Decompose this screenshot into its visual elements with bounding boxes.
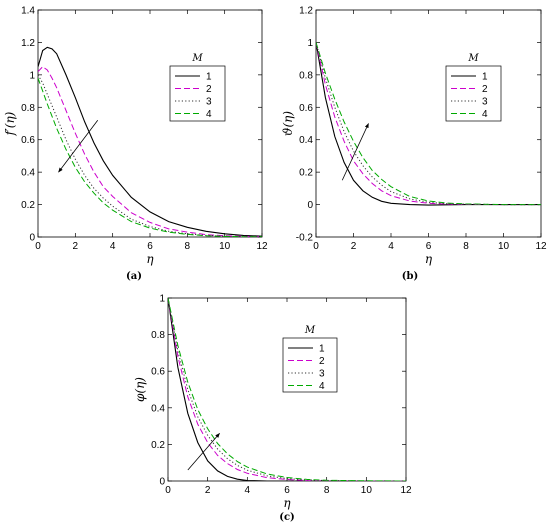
y-tick-label: 0.8 xyxy=(21,103,35,114)
panel-label: (b) xyxy=(402,271,418,282)
x-tick-label: 8 xyxy=(185,241,191,252)
panel-label: (c) xyxy=(279,512,295,523)
legend-entry-3: 3 xyxy=(206,97,212,108)
x-tick-label: 10 xyxy=(361,485,373,496)
y-tick-label: 0.6 xyxy=(21,135,35,146)
x-tick-label: 4 xyxy=(110,241,116,252)
y-tick-label: 0.2 xyxy=(151,440,165,451)
legend-entry-1: 1 xyxy=(482,72,488,83)
legend-box xyxy=(445,65,502,122)
x-axis-label: η xyxy=(283,496,291,510)
y-tick-label: 0.8 xyxy=(151,330,165,341)
legend-box xyxy=(282,337,338,393)
x-tick-label: 2 xyxy=(73,241,79,252)
panel-label: (a) xyxy=(126,271,142,282)
legend-entry-4: 4 xyxy=(319,381,325,392)
trend-arrow xyxy=(187,433,220,471)
legend-entry-1: 1 xyxy=(206,72,212,83)
x-tick-label: 4 xyxy=(388,241,394,252)
legend-entry-3: 3 xyxy=(319,369,325,380)
y-axis-label: f′(η) xyxy=(3,111,17,136)
trend-arrow xyxy=(341,123,369,181)
series-line-4 xyxy=(168,298,406,481)
legend-title: M xyxy=(304,325,316,336)
legend-box xyxy=(169,65,226,122)
legend-title: M xyxy=(191,53,203,64)
x-tick-label: 12 xyxy=(400,485,412,496)
x-tick-label: 6 xyxy=(426,241,432,252)
y-tick-label: 0.4 xyxy=(21,168,35,179)
chart-panel-a: 0 2 4 6 8 10 1200.20.40.60.811.21.4M1234ηf′(η)… xyxy=(3,6,268,283)
x-tick-label: 10 xyxy=(219,241,231,252)
series-line-2 xyxy=(38,66,262,237)
legend-entry-2: 2 xyxy=(482,84,488,95)
x-tick-label: 0 xyxy=(35,241,41,252)
y-axis-label: φ(η) xyxy=(133,377,147,402)
legend-entry-1: 1 xyxy=(319,344,325,355)
x-axis-label: η xyxy=(425,252,433,266)
y-tick-label: 0.4 xyxy=(299,135,313,146)
y-tick-label: 1 xyxy=(159,294,165,305)
x-tick-label: 4 xyxy=(245,485,251,496)
series-line-4 xyxy=(38,77,262,237)
legend-entry-3: 3 xyxy=(482,97,488,108)
x-tick-label: 6 xyxy=(284,485,290,496)
y-tick-label: 0.2 xyxy=(299,168,313,179)
y-tick-label: 1.4 xyxy=(21,6,35,17)
y-tick-label: -0.2 xyxy=(296,233,314,244)
legend-entry-4: 4 xyxy=(482,109,488,120)
chart-panel-b: 0 2 4 6 8 10 12-0.200.20.40.60.811.2M1234ηϑ(η)… xyxy=(281,6,547,283)
y-tick-label: 0 xyxy=(159,477,165,488)
y-tick-label: 0.6 xyxy=(151,367,165,378)
series-line-3 xyxy=(316,42,541,206)
y-tick-label: 1 xyxy=(307,38,313,49)
trend-arrow xyxy=(58,120,99,173)
legend-title: M xyxy=(467,53,479,64)
x-tick-label: 2 xyxy=(205,485,211,496)
x-tick-label: 0 xyxy=(313,241,319,252)
legend-entry-2: 2 xyxy=(319,356,325,367)
series-line-1 xyxy=(168,298,406,481)
y-tick-label: 0.6 xyxy=(299,103,313,114)
y-axis-label: ϑ(η) xyxy=(281,111,295,136)
y-tick-label: 1.2 xyxy=(299,6,313,17)
x-tick-label: 8 xyxy=(324,485,330,496)
series-line-4 xyxy=(316,42,541,206)
y-tick-label: 0.8 xyxy=(299,70,313,81)
x-tick-label: 0 xyxy=(165,485,171,496)
x-tick-label: 10 xyxy=(498,241,510,252)
series-line-1 xyxy=(38,46,262,237)
x-tick-label: 12 xyxy=(535,241,547,252)
plot-frame xyxy=(315,9,542,238)
y-tick-label: 1.2 xyxy=(21,38,35,49)
series-line-2 xyxy=(168,298,406,481)
series-line-1 xyxy=(316,42,541,206)
x-axis-label: η xyxy=(146,252,154,266)
y-tick-label: 0 xyxy=(307,200,313,211)
plot-frame xyxy=(37,9,263,238)
x-tick-label: 8 xyxy=(463,241,469,252)
series-line-2 xyxy=(316,42,541,206)
y-tick-label: 0.4 xyxy=(151,403,165,414)
x-tick-label: 2 xyxy=(351,241,357,252)
y-tick-label: 0.2 xyxy=(21,200,35,211)
x-tick-label: 12 xyxy=(256,241,268,252)
y-tick-label: 1 xyxy=(29,70,35,81)
legend-entry-4: 4 xyxy=(206,109,212,120)
x-tick-label: 6 xyxy=(147,241,153,252)
y-tick-label: 0 xyxy=(29,233,35,244)
legend-entry-2: 2 xyxy=(206,84,212,95)
